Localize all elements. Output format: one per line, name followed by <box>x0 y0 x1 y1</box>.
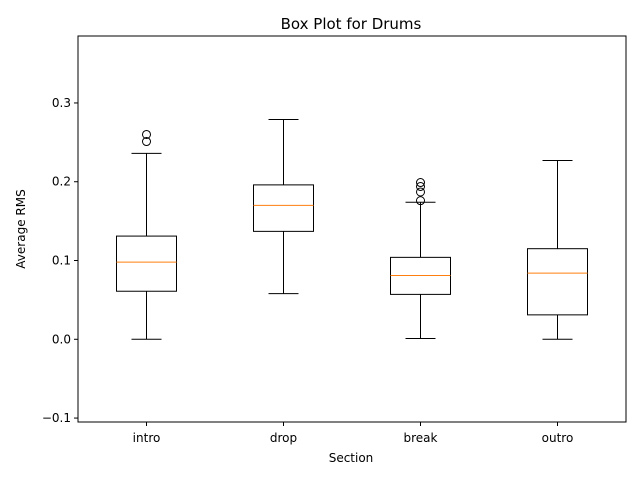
y-tick-label: −0.1 <box>42 411 71 425</box>
outlier-point <box>416 181 425 191</box>
outlier-point <box>142 137 151 147</box>
outlier-point <box>142 129 151 139</box>
x-tick-label: intro <box>133 431 161 445</box>
y-tick-label: 0.3 <box>52 96 71 110</box>
y-tick-label: 0.2 <box>52 175 71 189</box>
box-iqr <box>253 184 314 232</box>
box-outro <box>527 159 588 340</box>
x-axis: intro drop break outro <box>133 422 574 445</box>
box-intro <box>116 129 177 340</box>
x-tick-label: break <box>404 431 438 445</box>
outlier-point <box>416 187 425 197</box>
box-iqr <box>116 235 177 292</box>
box-break <box>390 178 451 339</box>
x-tick-label: drop <box>270 431 297 445</box>
box-drop <box>253 119 314 295</box>
outlier-point <box>416 196 425 206</box>
outlier-point <box>416 178 425 188</box>
y-axis: −0.1 0.0 0.1 0.2 0.3 <box>42 96 78 425</box>
boxes-group <box>116 119 588 340</box>
box-iqr <box>527 248 588 316</box>
y-tick-label: 0.1 <box>52 254 71 268</box>
chart-title: Box Plot for Drums <box>281 15 422 33</box>
y-axis-label: Average RMS <box>14 189 28 268</box>
x-axis-label: Section <box>329 451 374 465</box>
y-tick-label: 0.0 <box>52 332 71 346</box>
x-tick-label: outro <box>542 431 574 445</box>
plot-area <box>77 35 627 423</box>
